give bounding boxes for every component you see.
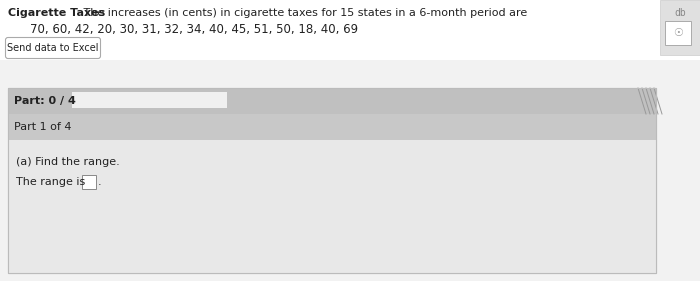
FancyBboxPatch shape [0, 60, 700, 281]
Text: The increases (in cents) in cigarette taxes for 15 states in a 6-month period ar: The increases (in cents) in cigarette ta… [80, 8, 527, 18]
FancyBboxPatch shape [6, 37, 101, 58]
FancyBboxPatch shape [8, 88, 656, 114]
Text: db: db [674, 8, 686, 18]
FancyBboxPatch shape [8, 88, 656, 273]
Text: .: . [98, 177, 102, 187]
FancyBboxPatch shape [82, 175, 96, 189]
Text: Part 1 of 4: Part 1 of 4 [14, 122, 71, 132]
Text: The range is: The range is [16, 177, 85, 187]
Text: Cigarette Taxes: Cigarette Taxes [8, 8, 105, 18]
FancyBboxPatch shape [665, 21, 691, 45]
FancyBboxPatch shape [72, 92, 227, 108]
Text: (a) Find the range.: (a) Find the range. [16, 157, 120, 167]
Text: Part: 0 / 4: Part: 0 / 4 [14, 96, 76, 106]
FancyBboxPatch shape [8, 114, 656, 140]
FancyBboxPatch shape [660, 0, 700, 55]
Text: Send data to Excel: Send data to Excel [7, 43, 99, 53]
FancyBboxPatch shape [8, 140, 656, 273]
Text: 70, 60, 42, 20, 30, 31, 32, 34, 40, 45, 51, 50, 18, 40, 69: 70, 60, 42, 20, 30, 31, 32, 34, 40, 45, … [30, 24, 358, 37]
Text: ☉: ☉ [673, 28, 683, 38]
